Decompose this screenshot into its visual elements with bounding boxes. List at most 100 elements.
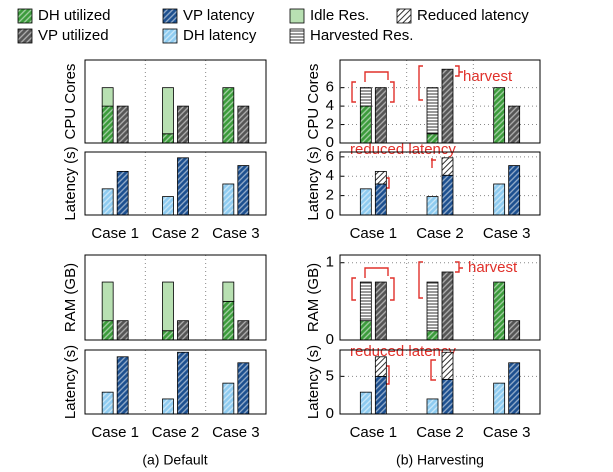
bar	[508, 320, 521, 341]
bar	[237, 105, 250, 144]
x-tick-label: Case 1	[350, 225, 398, 242]
y-tick-label: 4	[326, 97, 334, 114]
bar	[508, 165, 521, 216]
y-tick-label: 6	[326, 79, 334, 96]
y-axis-label: RAM (GB)	[62, 263, 79, 332]
legend-swatch	[162, 8, 178, 24]
x-tick-label: Case 3	[483, 225, 531, 242]
bar	[162, 330, 174, 341]
bar	[441, 378, 454, 415]
bar	[237, 362, 250, 415]
bracket	[418, 65, 463, 101]
legend-label: DH latency	[183, 27, 257, 44]
bar	[374, 375, 387, 415]
y-axis-label: Latency (s)	[305, 345, 322, 419]
bar	[374, 87, 387, 144]
bar	[493, 87, 506, 144]
plot-frame	[339, 59, 541, 144]
x-tick-label: Case 1	[350, 424, 398, 441]
y-axis-label: RAM (GB)	[305, 263, 322, 332]
x-tick-label: Case 2	[416, 424, 464, 441]
bar	[374, 183, 387, 216]
y-tick-label: 0	[326, 206, 334, 223]
annotation: reduced latency	[350, 141, 456, 158]
bracket	[431, 158, 436, 168]
bracket	[418, 261, 463, 299]
bar	[374, 281, 387, 341]
bar	[101, 281, 114, 322]
bar	[508, 105, 521, 144]
bar	[426, 196, 439, 216]
y-axis-label: Latency (s)	[62, 345, 79, 419]
x-tick-label: Case 2	[152, 225, 200, 242]
bar	[359, 391, 372, 415]
bar	[374, 356, 387, 377]
bar	[237, 320, 250, 341]
legend-label: Reduced latency	[417, 7, 529, 24]
legend-label: DH utilized	[38, 7, 111, 24]
x-tick-label: Case 1	[91, 424, 139, 441]
bar	[101, 188, 114, 216]
y-tick-label: 4	[326, 167, 334, 184]
annotation: reduced latency	[350, 343, 456, 360]
bar	[359, 87, 372, 107]
bar	[426, 398, 439, 415]
plot-frame	[339, 254, 541, 341]
legend-label: VP utilized	[38, 27, 109, 44]
bar	[222, 300, 235, 341]
bracket	[351, 267, 395, 301]
bar	[222, 183, 235, 216]
y-tick-label: 0	[326, 134, 334, 151]
bar	[493, 382, 506, 415]
bar	[426, 281, 439, 332]
bracket	[351, 71, 395, 103]
legend-swatch	[162, 28, 178, 44]
bar	[441, 351, 454, 380]
bar	[101, 320, 114, 341]
bar	[441, 271, 454, 341]
x-tick-label: Case 3	[212, 225, 260, 242]
bar	[493, 281, 506, 341]
legend-swatch	[17, 28, 33, 44]
y-tick-label: 0	[326, 331, 334, 348]
bar	[101, 391, 114, 415]
bar	[116, 320, 129, 341]
bar	[441, 174, 454, 216]
bar	[374, 170, 387, 185]
y-tick-label: 6	[326, 148, 334, 165]
bar	[222, 382, 235, 415]
x-tick-label: Case 2	[416, 225, 464, 242]
legend-label: Idle Res.	[310, 7, 369, 24]
bar	[359, 105, 372, 144]
bar	[237, 165, 250, 216]
y-tick-label: 2	[326, 116, 334, 133]
annotation: harvest	[468, 259, 518, 276]
y-axis-label: Latency (s)	[62, 146, 79, 220]
y-tick-label: 0	[326, 405, 334, 422]
x-tick-label: Case 3	[483, 424, 531, 441]
bar	[162, 281, 174, 332]
legend-swatch	[289, 8, 305, 24]
caption: (b) Harvesting	[396, 452, 484, 468]
bar	[101, 87, 114, 107]
bar	[162, 196, 174, 216]
bar	[222, 281, 235, 302]
plot-frame	[339, 349, 541, 415]
legend-label: VP latency	[183, 7, 255, 24]
plot-frame	[84, 254, 267, 341]
plot-frame	[84, 151, 267, 216]
y-axis-label: CPU Cores	[62, 64, 79, 140]
y-tick-label: 1	[326, 254, 334, 271]
bar	[116, 356, 129, 415]
bar	[493, 183, 506, 216]
y-tick-label: 2	[326, 187, 334, 204]
annotation: harvest	[463, 68, 513, 85]
plot-frame	[84, 59, 267, 144]
bar	[162, 398, 174, 415]
bar	[177, 157, 189, 216]
bar	[222, 87, 235, 144]
bar	[508, 362, 521, 415]
legend-swatch	[289, 28, 305, 44]
